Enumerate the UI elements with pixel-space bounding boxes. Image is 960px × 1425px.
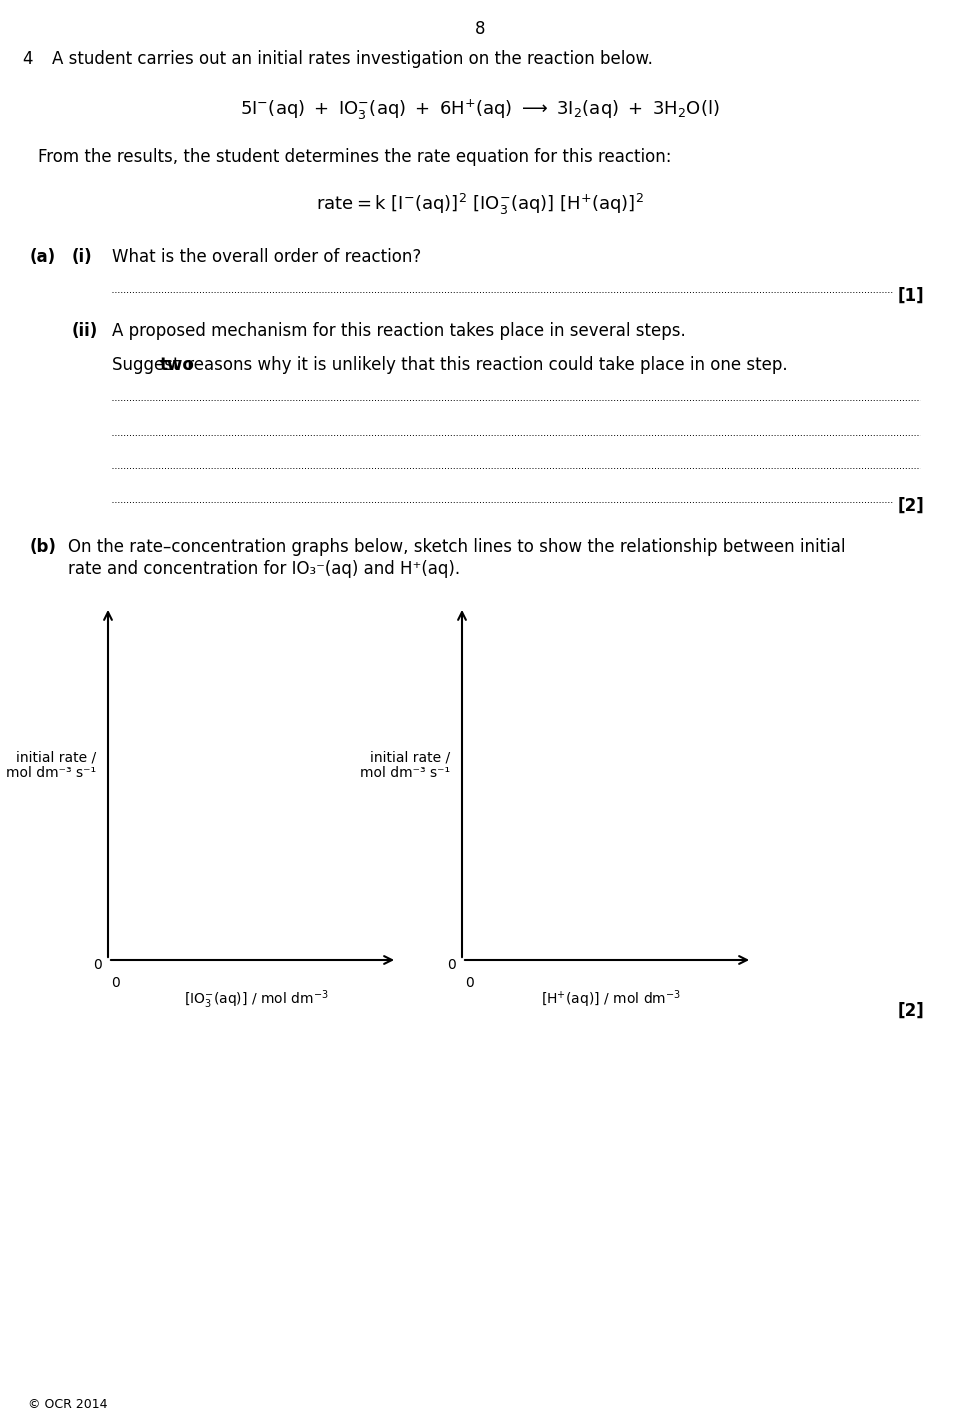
- Text: 8: 8: [475, 20, 485, 38]
- Text: mol dm⁻³ s⁻¹: mol dm⁻³ s⁻¹: [6, 767, 96, 779]
- Text: [2]: [2]: [898, 497, 924, 514]
- Text: $\mathregular{rate = k\ [I^{-}(aq)]^2\ [IO_3^{-}(aq)]\ [H^{+}(aq)]^2}$: $\mathregular{rate = k\ [I^{-}(aq)]^2\ […: [316, 192, 644, 217]
- Text: From the results, the student determines the rate equation for this reaction:: From the results, the student determines…: [38, 148, 671, 165]
- Text: 4: 4: [22, 50, 33, 68]
- Text: Suggest: Suggest: [112, 356, 184, 373]
- Text: On the rate–concentration graphs below, sketch lines to show the relationship be: On the rate–concentration graphs below, …: [68, 539, 846, 556]
- Text: initial rate /: initial rate /: [370, 750, 450, 764]
- Text: (i): (i): [72, 248, 92, 266]
- Text: 0: 0: [465, 976, 473, 990]
- Text: [2]: [2]: [898, 1002, 924, 1020]
- Text: initial rate /: initial rate /: [16, 750, 96, 764]
- Text: rate and concentration for IO₃⁻(aq) and H⁺(aq).: rate and concentration for IO₃⁻(aq) and …: [68, 560, 460, 579]
- Text: $\mathregular{[H^{+}(aq)]\ /\ mol\ dm^{-3}}$: $\mathregular{[H^{+}(aq)]\ /\ mol\ dm^{-…: [540, 988, 681, 1009]
- Text: What is the overall order of reaction?: What is the overall order of reaction?: [112, 248, 421, 266]
- Text: [1]: [1]: [898, 286, 924, 305]
- Text: $\mathregular{5I^{-}(aq)\ +\ IO_3^{-}(aq)\ +\ 6H^{+}(aq)\ \longrightarrow\ 3I_2(: $\mathregular{5I^{-}(aq)\ +\ IO_3^{-}(aq…: [240, 98, 720, 123]
- Text: $\mathregular{[IO_3^{-}(aq)]\ /\ mol\ dm^{-3}}$: $\mathregular{[IO_3^{-}(aq)]\ /\ mol\ dm…: [184, 988, 329, 1010]
- Text: (a): (a): [30, 248, 56, 266]
- Text: 0: 0: [447, 958, 456, 972]
- Text: two: two: [160, 356, 195, 373]
- Text: A proposed mechanism for this reaction takes place in several steps.: A proposed mechanism for this reaction t…: [112, 322, 685, 341]
- Text: mol dm⁻³ s⁻¹: mol dm⁻³ s⁻¹: [360, 767, 450, 779]
- Text: (ii): (ii): [72, 322, 98, 341]
- Text: reasons why it is unlikely that this reaction could take place in one step.: reasons why it is unlikely that this rea…: [182, 356, 787, 373]
- Text: © OCR 2014: © OCR 2014: [28, 1398, 108, 1411]
- Text: 0: 0: [111, 976, 120, 990]
- Text: 0: 0: [93, 958, 102, 972]
- Text: (b): (b): [30, 539, 57, 556]
- Text: A student carries out an initial rates investigation on the reaction below.: A student carries out an initial rates i…: [52, 50, 653, 68]
